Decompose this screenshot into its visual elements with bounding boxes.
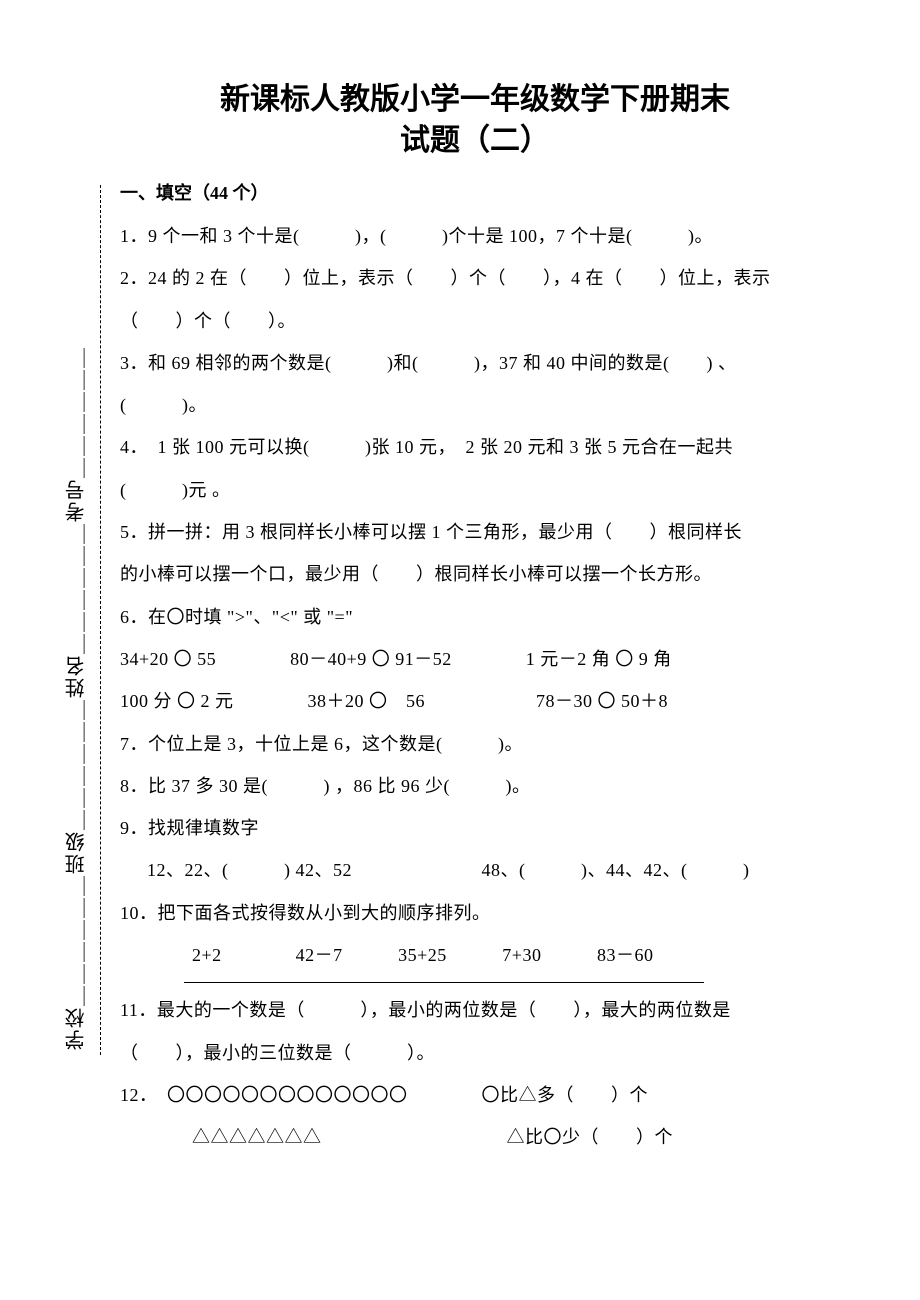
exam-page: 新课标人教版小学一年级数学下册期末 试题（二） 一、填空（44 个） 1．9 个… <box>0 0 920 1199</box>
question-10-line-a: 10．把下面各式按得数从小到大的顺序排列。 <box>120 892 830 934</box>
question-9-line-a: 9．找规律填数字 <box>120 807 830 849</box>
question-7: 7．个位上是 3，十位上是 6，这个数是( )。 <box>120 723 830 765</box>
question-4-line-b: ( )元 。 <box>120 469 830 511</box>
question-11-line-b: （ ），最小的三位数是（ ）。 <box>120 1032 830 1074</box>
question-1: 1．9 个一和 3 个十是( )，( )个十是 100，7 个十是( )。 <box>120 215 830 257</box>
question-3-line-b: ( )。 <box>120 384 830 426</box>
question-5-line-a: 5．拼一拼：用 3 根同样长小棒可以摆 1 个三角形，最少用（ ）根同样长 <box>120 511 830 553</box>
question-9-line-b: 12、22、( ) 42、52 48、( )、44、42、( ) <box>120 849 830 891</box>
section-1-heading: 一、填空（44 个） <box>120 179 830 205</box>
question-6-line-a: 6．在〇时填 ">"、"<" 或 "=" <box>120 596 830 638</box>
title-line-2: 试题（二） <box>120 121 830 162</box>
question-2-line-b: （ ）个（ ）。 <box>120 300 830 342</box>
question-4-line-a: 4． 1 张 100 元可以换( )张 10 元， 2 张 20 元和 3 张 … <box>120 426 830 468</box>
question-6-line-b: 34+20 〇 55 80－40+9 〇 91－52 1 元－2 角 〇 9 角 <box>120 638 830 680</box>
exam-title: 新课标人教版小学一年级数学下册期末 试题（二） <box>120 80 830 161</box>
question-10-line-b: 2+2 42－7 35+25 7+30 83－60 <box>120 934 830 976</box>
title-line-1: 新课标人教版小学一年级数学下册期末 <box>120 80 830 121</box>
question-5-line-b: 的小棒可以摆一个口，最少用（ ）根同样长小棒可以摆一个长方形。 <box>120 553 830 595</box>
question-12-line-b: △△△△△△△ △比〇少（ ）个 <box>120 1116 830 1158</box>
question-8: 8．比 37 多 30 是( ) ，86 比 96 少( )。 <box>120 765 830 807</box>
question-2-line-a: 2．24 的 2 在（ ）位上，表示（ ）个（ ），4 在（ ）位上，表示 <box>120 257 830 299</box>
question-12-line-a: 12． 〇〇〇〇〇〇〇〇〇〇〇〇〇 〇比△多（ ）个 <box>120 1074 830 1116</box>
question-6-line-c: 100 分 〇 2 元 38＋20 〇 56 78－30 〇 50＋8 <box>120 680 830 722</box>
question-11-line-a: 11．最大的一个数是（ ），最小的两位数是（ ），最大的两位数是 <box>120 989 830 1031</box>
question-3-line-a: 3．和 69 相邻的两个数是( )和( )，37 和 40 中间的数是( ) 、 <box>120 342 830 384</box>
answer-line <box>184 982 704 983</box>
